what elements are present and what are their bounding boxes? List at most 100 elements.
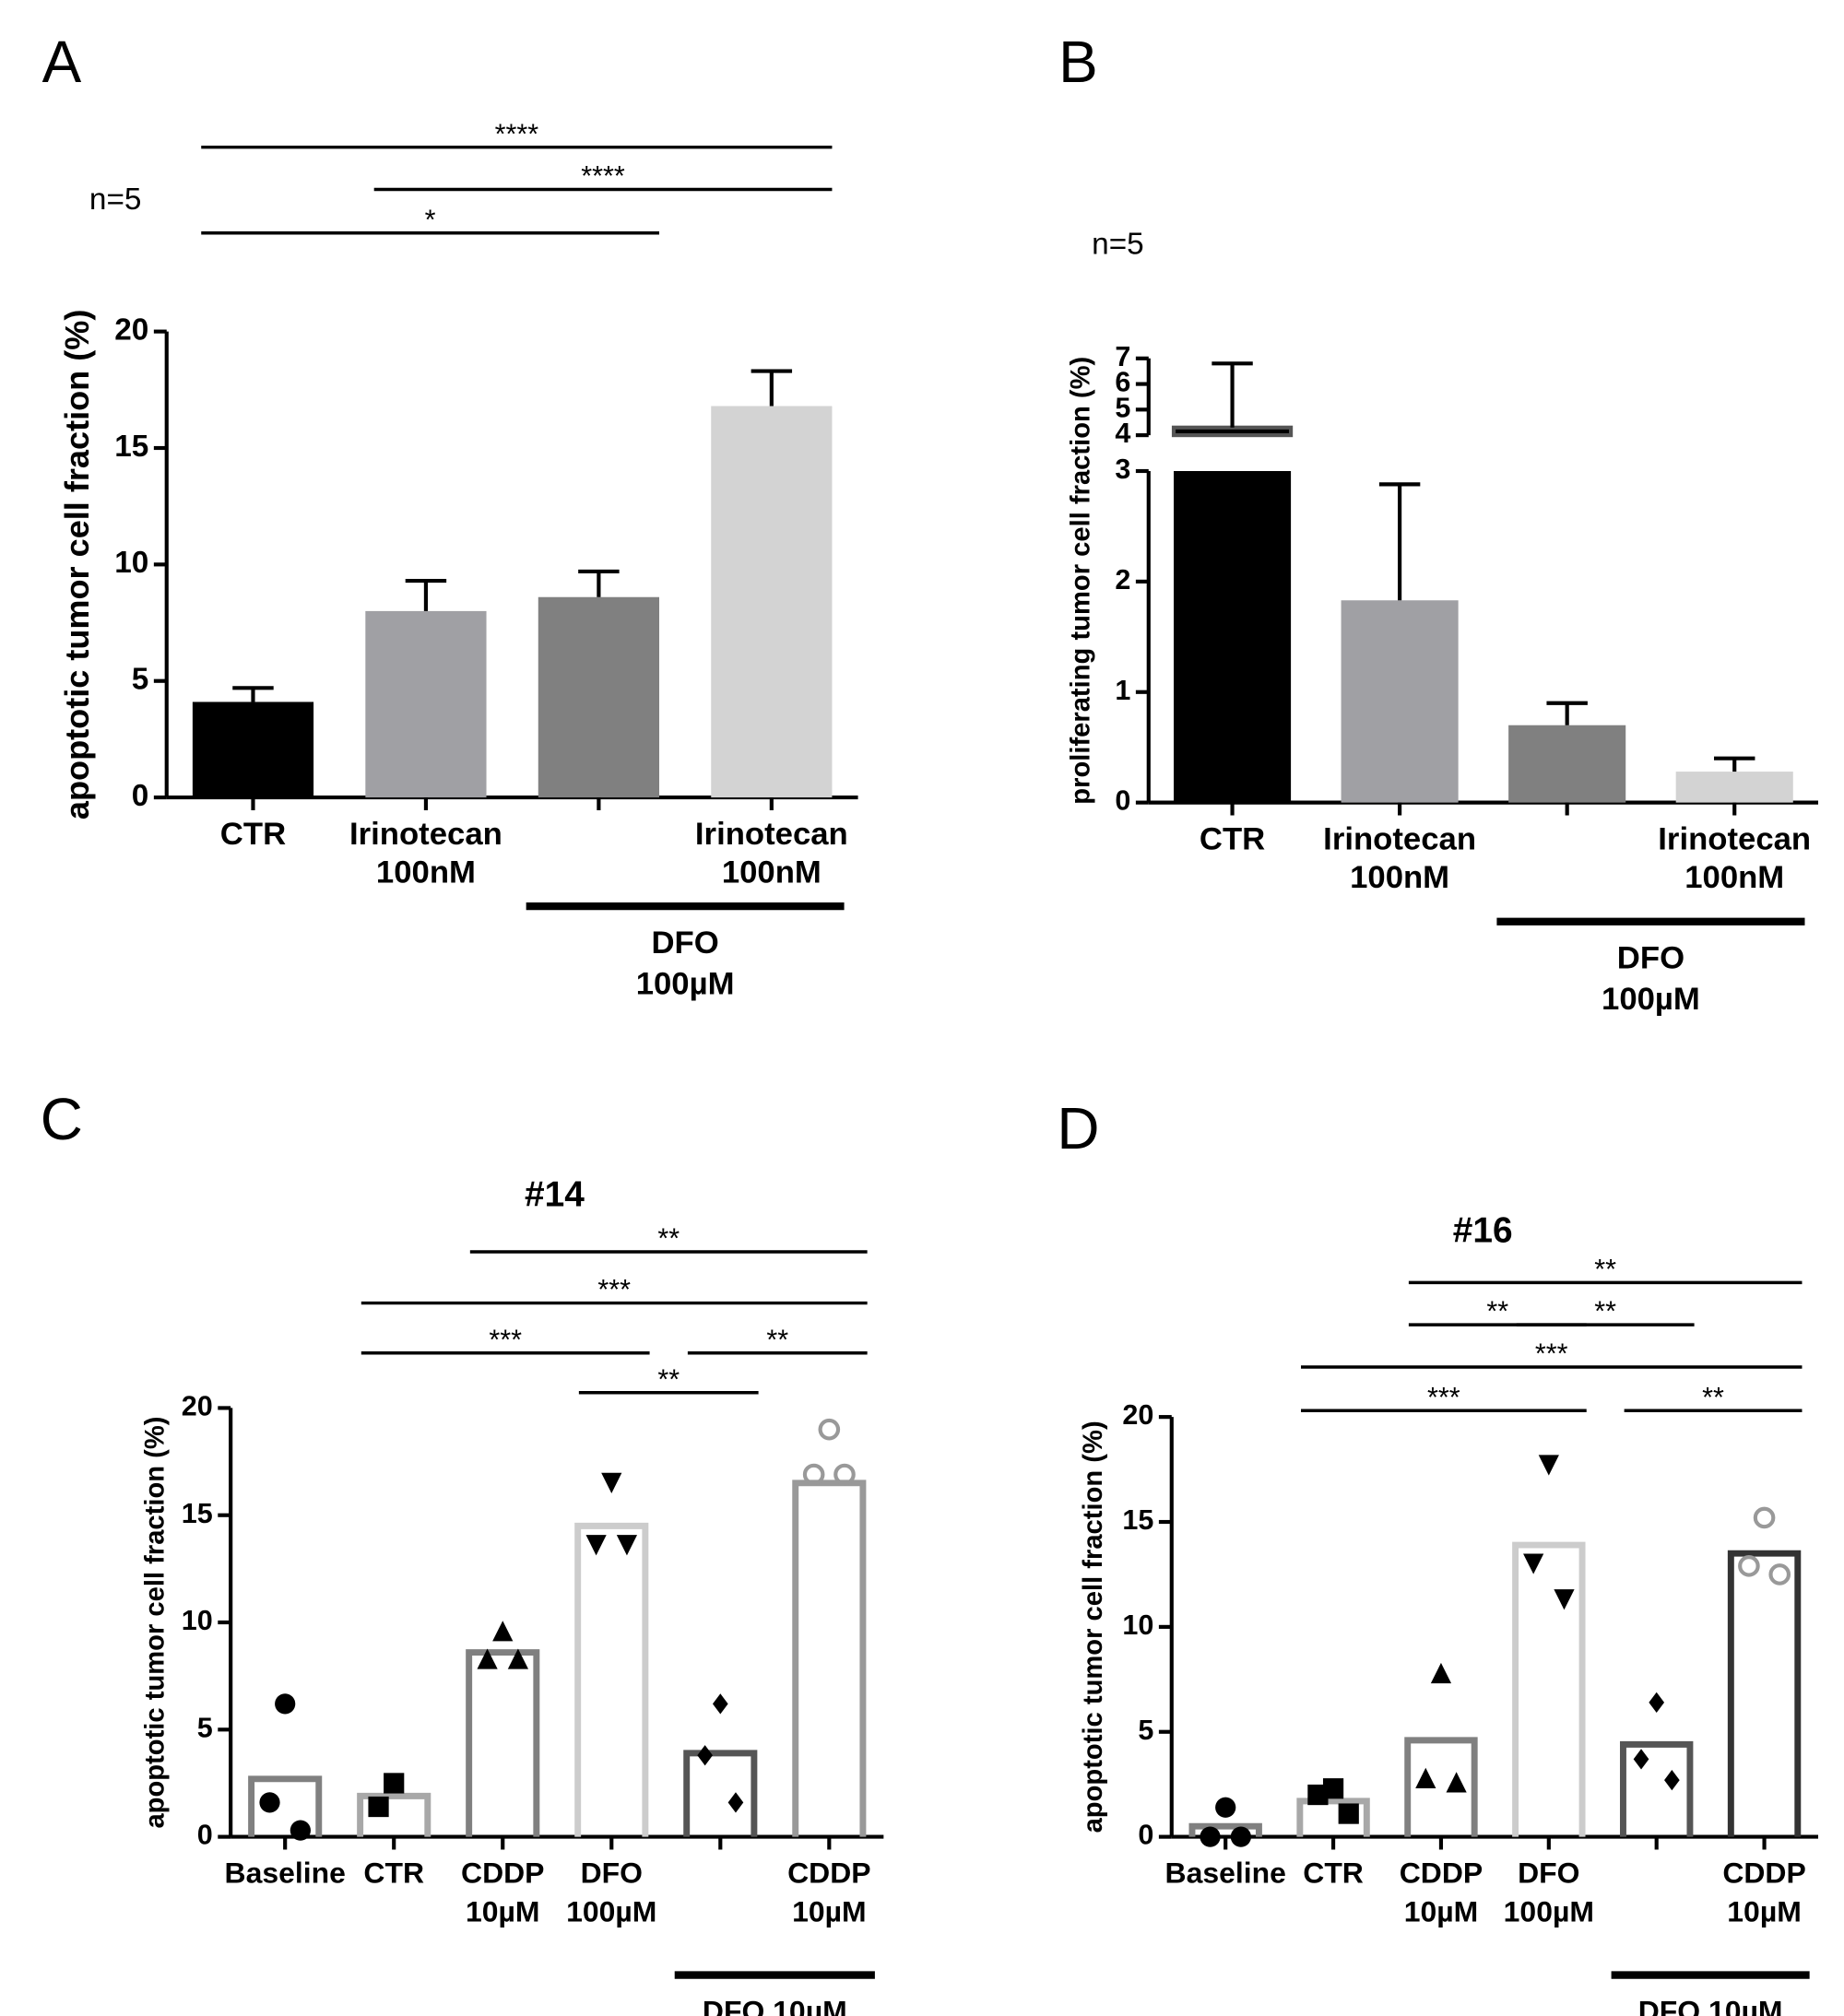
bar: [711, 406, 833, 798]
y-tick-label: 20: [182, 1390, 213, 1421]
x-tick-label: CTR: [1303, 1857, 1364, 1890]
bar: [1404, 1737, 1478, 1837]
point: [697, 1745, 713, 1766]
x-tick-label: 100nM: [1684, 860, 1784, 895]
point: [507, 1648, 529, 1669]
group-label: 100µM: [1602, 982, 1700, 1017]
point: [727, 1792, 744, 1813]
bar: [1341, 600, 1459, 803]
y-tick-label: 5: [197, 1712, 213, 1743]
x-tick-label: CDDP: [1722, 1857, 1805, 1890]
x-tick-label: Irinotecan: [1658, 821, 1811, 856]
bar: [1296, 1798, 1370, 1837]
bar: [574, 1522, 649, 1837]
bar: [248, 1775, 323, 1837]
y-axis-label: proliferating tumor cell fraction (%): [1066, 357, 1095, 805]
x-tick-label: CDDP: [787, 1857, 870, 1890]
y-tick-label: 20: [114, 312, 148, 347]
panel-letter: B: [1058, 29, 1098, 95]
point: [1200, 1826, 1221, 1847]
bar: [365, 610, 487, 798]
y-tick-label: 0: [132, 779, 149, 813]
annotation: n=5: [89, 183, 142, 217]
point: [601, 1472, 622, 1493]
chart-title: #14: [525, 1175, 585, 1215]
bar: [192, 701, 314, 798]
point: [1538, 1455, 1559, 1476]
panel-letter: A: [42, 29, 82, 95]
point: [1338, 1803, 1359, 1824]
point: [1664, 1770, 1680, 1791]
point: [818, 1418, 841, 1441]
x-tick-label: DFO: [581, 1857, 643, 1890]
significance-label: **: [1594, 1254, 1616, 1285]
y-tick-label: 6: [1115, 367, 1130, 398]
x-tick-label: 100nM: [376, 855, 476, 890]
annotation: n=5: [1092, 227, 1144, 261]
x-tick-label: Irinotecan: [1323, 821, 1476, 856]
significance-label: *: [425, 204, 436, 235]
y-tick-label: 20: [1122, 1399, 1153, 1431]
x-tick-label: CDDP: [1400, 1857, 1483, 1890]
point: [1523, 1553, 1544, 1574]
y-tick-label: 5: [1115, 392, 1130, 423]
point: [833, 1463, 856, 1486]
x-tick-label: 100µM: [566, 1894, 656, 1928]
bar: [1619, 1740, 1694, 1837]
significance-label: **: [657, 1223, 680, 1255]
x-tick-label: Baseline: [1165, 1857, 1286, 1890]
y-axis-label: apoptotic tumor cell fraction (%): [58, 310, 96, 819]
significance-label: **: [1594, 1296, 1616, 1327]
point: [275, 1693, 296, 1715]
point: [1446, 1772, 1467, 1793]
significance-label: **: [766, 1324, 788, 1355]
point: [1307, 1784, 1329, 1806]
x-tick-label: 10µM: [1404, 1894, 1479, 1928]
x-tick-label: Baseline: [225, 1857, 346, 1890]
y-tick-label: 10: [1122, 1609, 1153, 1641]
y-tick-label: 15: [182, 1498, 213, 1529]
y-tick-label: 10: [114, 546, 148, 580]
y-tick-label: 0: [1115, 785, 1130, 817]
significance-label: **: [1702, 1382, 1724, 1413]
point: [368, 1796, 389, 1818]
y-tick-label: 0: [197, 1820, 213, 1851]
x-tick-label: 100nM: [1350, 860, 1449, 895]
bar: [1512, 1541, 1586, 1837]
point: [1554, 1589, 1575, 1610]
y-tick-label: 5: [132, 663, 149, 697]
point: [1215, 1797, 1236, 1818]
bar: [792, 1480, 867, 1837]
significance-label: ***: [489, 1324, 522, 1355]
point: [1633, 1749, 1649, 1770]
x-tick-label: DFO: [1518, 1857, 1579, 1890]
y-axis-label: apoptotic tumor cell fraction (%): [1079, 1421, 1108, 1833]
point: [259, 1792, 280, 1813]
point: [1430, 1662, 1452, 1684]
y-tick-label: 15: [1122, 1504, 1153, 1536]
significance-label: **: [1486, 1296, 1508, 1327]
x-tick-label: 10µM: [1727, 1894, 1802, 1928]
x-tick-label: 10µM: [466, 1894, 540, 1928]
y-axis-label: apoptotic tumor cell fraction (%): [140, 1416, 170, 1828]
y-tick-label: 3: [1115, 454, 1130, 485]
x-tick-label: CTR: [220, 817, 286, 852]
x-tick-label: CDDP: [461, 1857, 544, 1890]
group-label: DFO: [1617, 941, 1684, 976]
point: [1415, 1767, 1436, 1788]
y-tick-label: 7: [1115, 341, 1130, 372]
point: [802, 1463, 825, 1486]
x-tick-label: 100nM: [722, 855, 822, 890]
point: [712, 1693, 728, 1715]
point: [492, 1621, 514, 1642]
bar: [1508, 725, 1626, 803]
y-tick-label: 0: [1138, 1820, 1153, 1851]
chart-title: #16: [1453, 1210, 1513, 1250]
point: [384, 1773, 405, 1794]
point: [1230, 1826, 1251, 1847]
point: [1768, 1563, 1791, 1586]
point: [616, 1535, 638, 1556]
bar: [466, 1649, 540, 1837]
point: [1753, 1506, 1776, 1529]
significance-label: ****: [495, 118, 539, 149]
